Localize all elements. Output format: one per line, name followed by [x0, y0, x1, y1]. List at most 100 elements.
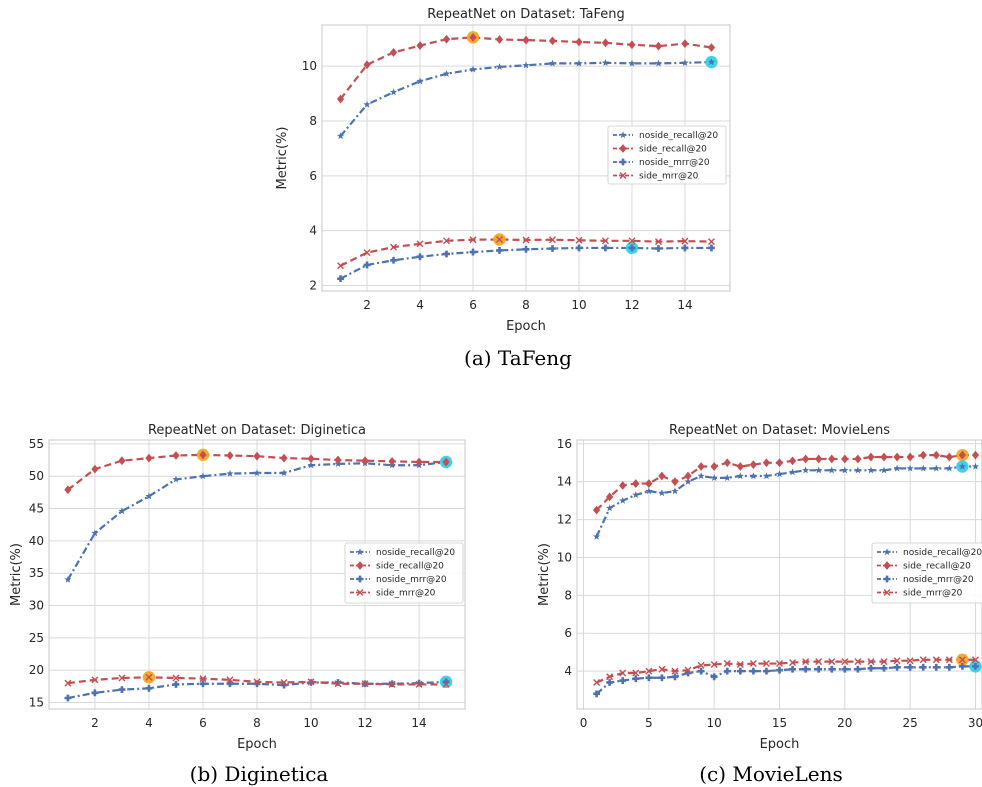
x-axis-label: Epoch [506, 319, 546, 334]
data-point [199, 675, 207, 683]
legend-marker [356, 589, 364, 596]
data-point [592, 532, 601, 540]
y-tick-label: 35 [29, 566, 44, 580]
data-point [723, 660, 731, 668]
data-point [749, 460, 757, 470]
data-point [958, 656, 966, 664]
data-point [945, 452, 953, 462]
data-point [628, 59, 636, 67]
data-point [671, 477, 679, 487]
data-point [632, 669, 640, 677]
data-point [788, 468, 797, 476]
series-line-noside_mrr@20 [340, 246, 712, 280]
data-point [893, 657, 901, 665]
data-point [606, 673, 614, 681]
legend-label: side_recall@20 [376, 562, 444, 572]
data-point [606, 679, 614, 686]
legend-marker [883, 548, 891, 556]
series-line-side_recall@20 [339, 36, 712, 100]
data-point [548, 236, 556, 244]
data-point [708, 244, 715, 252]
data-point [671, 487, 679, 495]
data-point [363, 60, 371, 70]
data-point [710, 660, 718, 668]
data-point [118, 456, 126, 466]
data-point [443, 250, 450, 258]
data-point [958, 450, 967, 460]
data-point [681, 237, 689, 245]
data-point [658, 489, 666, 497]
data-point [681, 59, 689, 66]
plot-area [592, 448, 982, 698]
data-point [945, 464, 953, 472]
data-point [710, 673, 718, 681]
legend-box [344, 542, 464, 604]
x-tick-label: 14 [677, 298, 692, 312]
figure-caption: (b) Diginetica [190, 762, 329, 786]
data-point [337, 262, 345, 270]
data-point [854, 454, 862, 464]
data-point [736, 660, 744, 668]
plot-frame [321, 24, 731, 292]
data-point [684, 471, 692, 481]
data-point [390, 243, 398, 251]
data-point [906, 663, 914, 671]
legend-label: side_mrr@20 [639, 172, 699, 182]
data-point [854, 466, 862, 474]
data-point [548, 36, 557, 46]
data-point [707, 58, 716, 66]
data-point [91, 464, 99, 474]
y-tick-label: 10 [557, 550, 572, 564]
series-line-side_mrr@20 [596, 658, 976, 684]
x-tick-label: 2 [363, 298, 371, 312]
data-point [253, 451, 261, 461]
data-point [619, 669, 627, 677]
data-point [199, 450, 207, 460]
data-point [628, 40, 636, 50]
data-point [880, 658, 888, 666]
data-point [749, 660, 757, 668]
legend-marker [356, 548, 364, 556]
legend-label: noside_mrr@20 [376, 575, 447, 585]
data-point [710, 462, 718, 471]
data-point [632, 479, 640, 488]
y-axis-label: Metric(%) [9, 543, 24, 606]
data-point [645, 667, 653, 675]
y-tick-label: 20 [29, 663, 44, 677]
data-point [655, 245, 662, 252]
data-point [906, 452, 914, 462]
data-point [199, 472, 207, 480]
data-point [388, 680, 396, 688]
legend-label: noside_mrr@20 [903, 575, 974, 585]
y-tick-label: 8 [564, 588, 572, 602]
data-point [867, 466, 875, 474]
data-point [601, 59, 610, 66]
x-tick-label: 12 [357, 716, 372, 730]
data-point [495, 63, 504, 71]
series-line-noside_mrr@20 [595, 665, 976, 695]
plot-frame [576, 439, 982, 710]
data-point [802, 665, 810, 673]
data-point [469, 32, 477, 42]
data-point [723, 667, 731, 675]
data-point [145, 684, 153, 692]
data-point [945, 663, 953, 671]
data-point [775, 470, 784, 478]
plot-area [336, 31, 718, 283]
data-point [854, 665, 862, 673]
data-point [632, 491, 640, 499]
data-point [684, 666, 692, 674]
chart-title: RepeatNet on Dataset: Diginetica [148, 423, 366, 438]
x-tick-label: 10 [571, 298, 586, 312]
data-point [707, 43, 716, 52]
data-point [91, 676, 99, 684]
data-point [416, 253, 424, 261]
data-point [867, 452, 875, 462]
y-tick-label: 25 [29, 631, 44, 645]
data-point [253, 469, 261, 477]
data-point [654, 41, 663, 51]
data-point [416, 77, 424, 85]
data-point [971, 656, 979, 664]
data-point [91, 529, 99, 537]
data-point [789, 659, 797, 667]
